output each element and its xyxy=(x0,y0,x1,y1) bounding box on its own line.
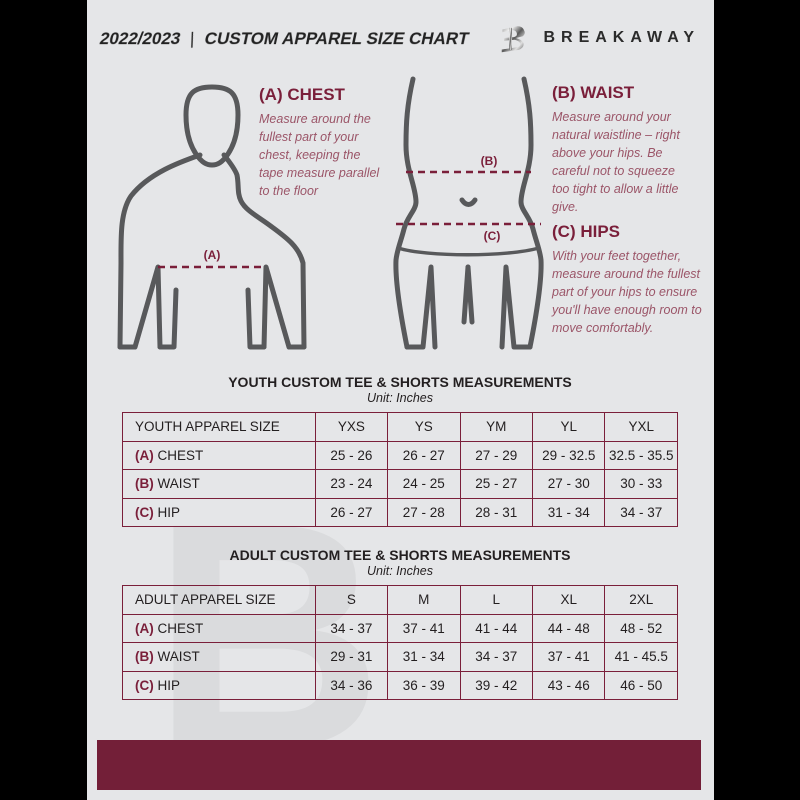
svg-text:(B): (B) xyxy=(481,154,498,168)
svg-text:(A): (A) xyxy=(204,248,221,262)
svg-text:(C): (C) xyxy=(484,229,501,243)
